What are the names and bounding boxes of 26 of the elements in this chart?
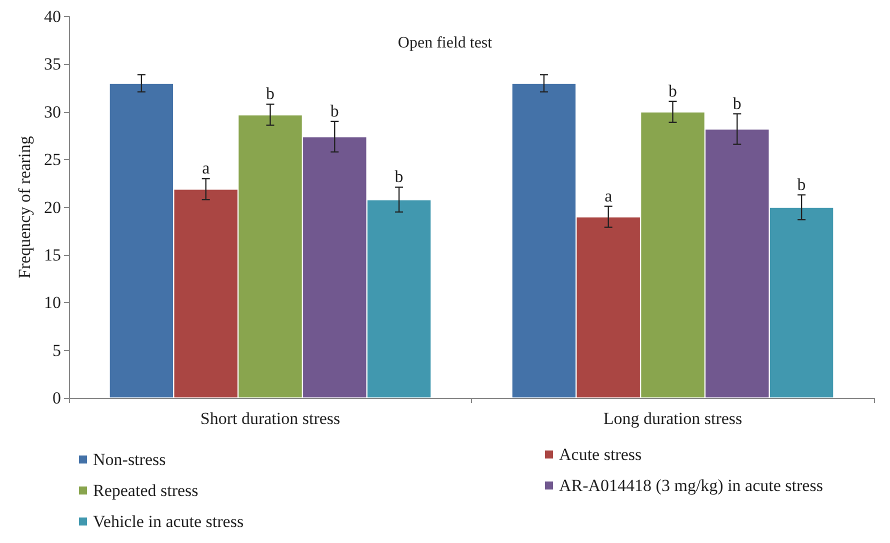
data-label: b bbox=[797, 174, 806, 194]
y-tick-label: 35 bbox=[44, 54, 61, 74]
legend-label: Vehicle in acute stress bbox=[93, 512, 244, 531]
data-label: b bbox=[668, 81, 677, 100]
data-label: b bbox=[330, 101, 339, 120]
legend-label: Non-stress bbox=[93, 450, 166, 469]
data-label: b bbox=[266, 84, 274, 104]
y-tick-label: 10 bbox=[44, 293, 61, 312]
y-tick-label: 0 bbox=[52, 388, 61, 408]
y-tick-label: 15 bbox=[44, 245, 61, 264]
data-label: b bbox=[394, 167, 404, 186]
y-tick-label: 20 bbox=[44, 198, 61, 217]
y-tick-label: 5 bbox=[52, 340, 61, 360]
x-tick-label: Short duration stress bbox=[200, 409, 340, 428]
y-tick-label: 40 bbox=[44, 7, 61, 26]
y-tick-label: 25 bbox=[44, 150, 61, 170]
y-tick-label: 30 bbox=[44, 102, 61, 122]
legend-label: Repeated stress bbox=[93, 481, 198, 500]
legend-label: AR-A014418 (3 mg/kg) in acute stress bbox=[559, 476, 823, 495]
legend-label: Acute stress bbox=[559, 445, 642, 464]
data-label: a bbox=[604, 186, 613, 206]
text: Open field test bbox=[398, 34, 493, 52]
x-tick-label: Long duration stress bbox=[603, 409, 742, 428]
data-label: b bbox=[732, 94, 742, 113]
data-label: a bbox=[202, 158, 210, 178]
y-axis-title: Frequency of rearing bbox=[15, 135, 34, 279]
